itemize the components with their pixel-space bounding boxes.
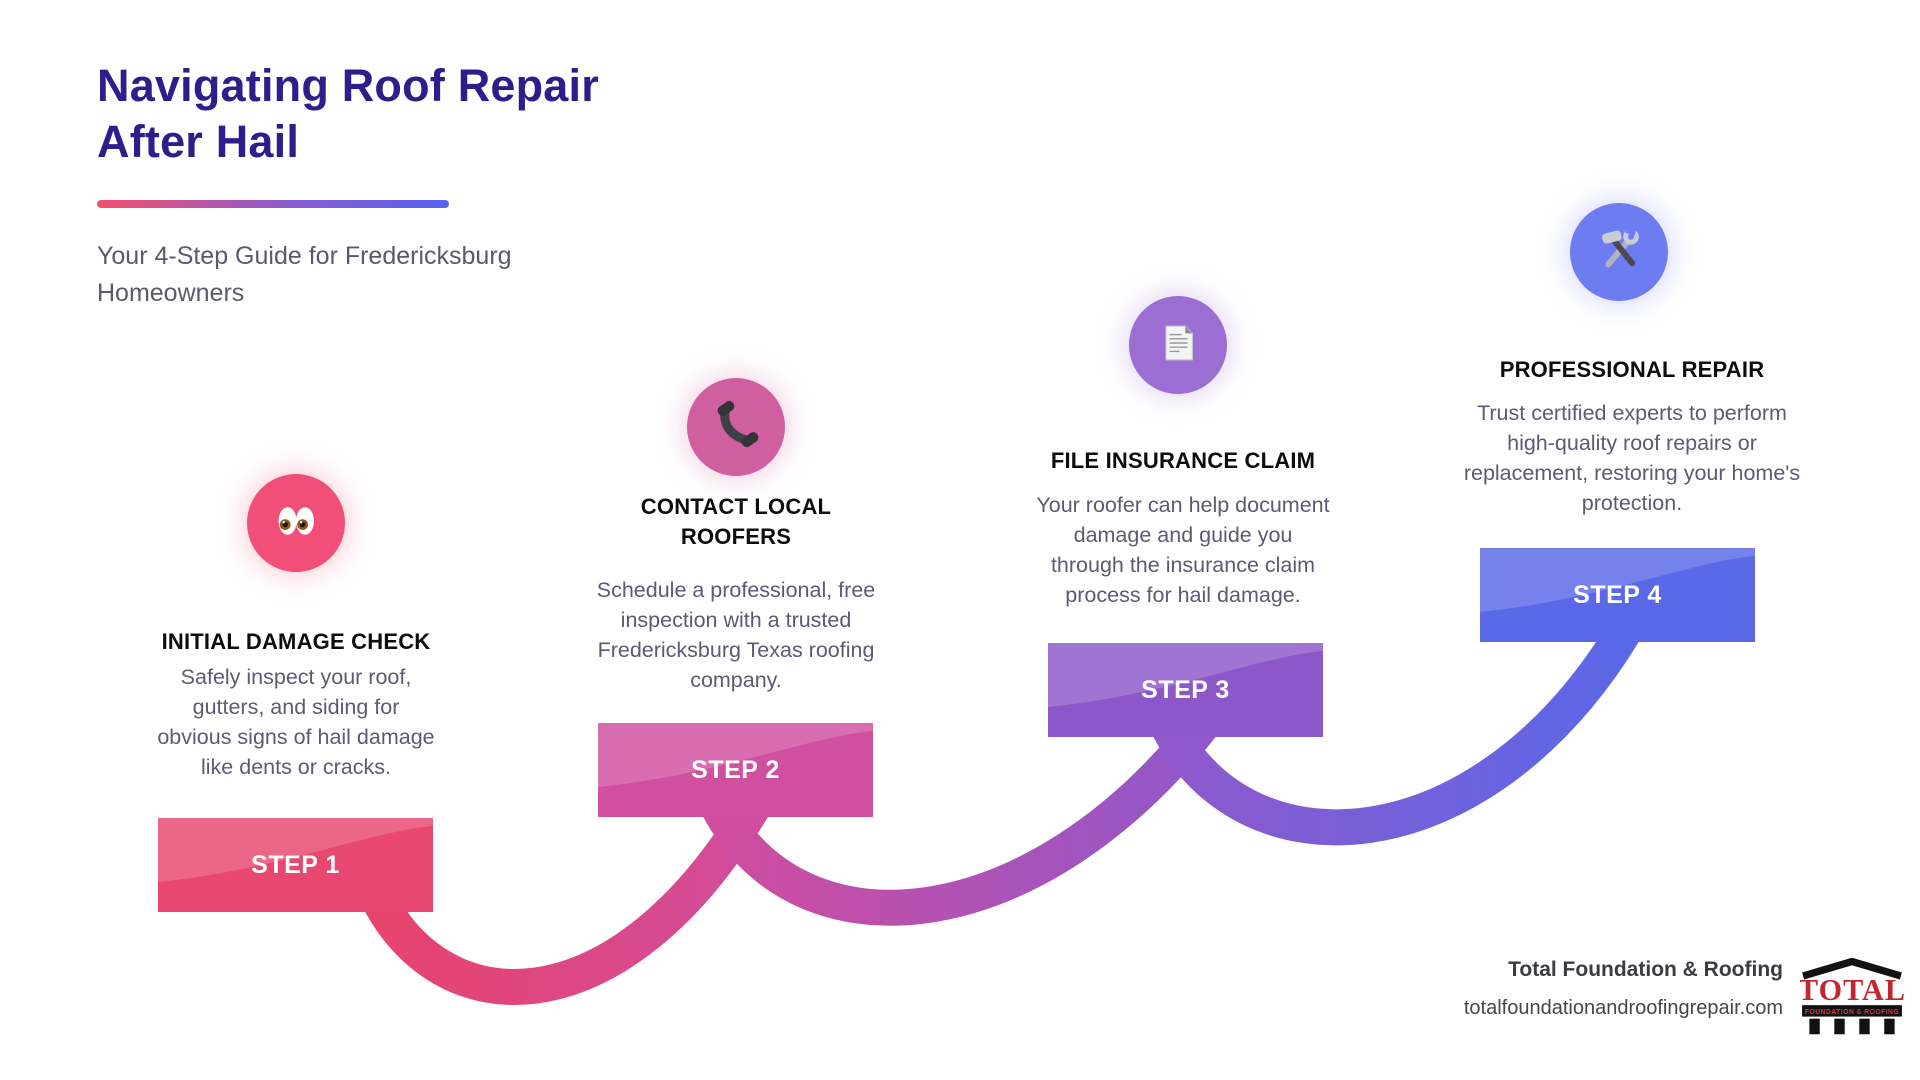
footer-website: totalfoundationandroofingrepair.com bbox=[1463, 997, 1783, 1019]
step2-icon-circle bbox=[687, 378, 785, 476]
step2-box-gloss bbox=[598, 723, 873, 787]
step1-box: STEP 1 bbox=[158, 818, 433, 912]
step3-box-gloss bbox=[1048, 643, 1323, 707]
step2-description: Schedule a professional, free inspection… bbox=[596, 578, 876, 692]
connector-step1-step2 bbox=[353, 786, 776, 1005]
connector-step3-step4 bbox=[1148, 620, 1641, 846]
step1-label: STEP 1 bbox=[251, 850, 340, 879]
step4-box-gloss bbox=[1480, 548, 1755, 612]
company-logo: TOTAL FOUNDATION & ROOFING bbox=[1798, 957, 1905, 1044]
accent-gradient-bar bbox=[97, 200, 449, 208]
eyes-emoji-icon bbox=[266, 491, 326, 556]
step4-title: PROFESSIONAL REPAIR bbox=[1499, 357, 1765, 382]
footer-company-name: Total Foundation & Roofing bbox=[1508, 958, 1783, 981]
step2-box: STEP 2 bbox=[598, 723, 873, 817]
step3-box: STEP 3 bbox=[1048, 643, 1323, 737]
page-title: Navigating Roof Repair After Hail bbox=[97, 58, 857, 170]
logo-name-text: TOTAL bbox=[1800, 973, 1904, 1007]
step3-label: STEP 3 bbox=[1141, 675, 1230, 704]
step1-title: INITIAL DAMAGE CHECK bbox=[161, 629, 431, 654]
step3-title: FILE INSURANCE CLAIM bbox=[1050, 448, 1316, 473]
connector-step2-step3 bbox=[698, 704, 1225, 926]
step2-label: STEP 2 bbox=[691, 755, 780, 784]
page-title-line2: After Hail bbox=[97, 116, 300, 167]
logo-roof-shape bbox=[1802, 957, 1902, 980]
page-title-line1: Navigating Roof Repair bbox=[97, 60, 599, 111]
hammer-and-wrench-emoji-icon bbox=[1589, 220, 1649, 285]
step4-description: Trust certified experts to perform high-… bbox=[1463, 401, 1801, 515]
logo-tagline-text: FOUNDATION & ROOFING bbox=[1805, 1009, 1899, 1016]
telephone-receiver-emoji-icon bbox=[706, 395, 766, 460]
logo-foundation-pillars bbox=[1809, 1018, 1895, 1035]
step1-box-gloss bbox=[158, 818, 433, 882]
step4-icon-circle bbox=[1570, 203, 1668, 301]
step4-box: STEP 4 bbox=[1480, 548, 1755, 642]
step3-icon-circle bbox=[1129, 296, 1227, 394]
step4-label: STEP 4 bbox=[1573, 580, 1662, 609]
step3-description: Your roofer can help document damage and… bbox=[1036, 493, 1330, 607]
step2-title: CONTACT LOCAL ROOFERS bbox=[640, 494, 832, 549]
step1-description: Safely inspect your roof, gutters, and s… bbox=[157, 665, 435, 779]
page-subtitle: Your 4-Step Guide for Fredericksburg Hom… bbox=[97, 242, 512, 307]
document-page-emoji-icon bbox=[1148, 313, 1208, 378]
step1-icon-circle bbox=[247, 474, 345, 572]
